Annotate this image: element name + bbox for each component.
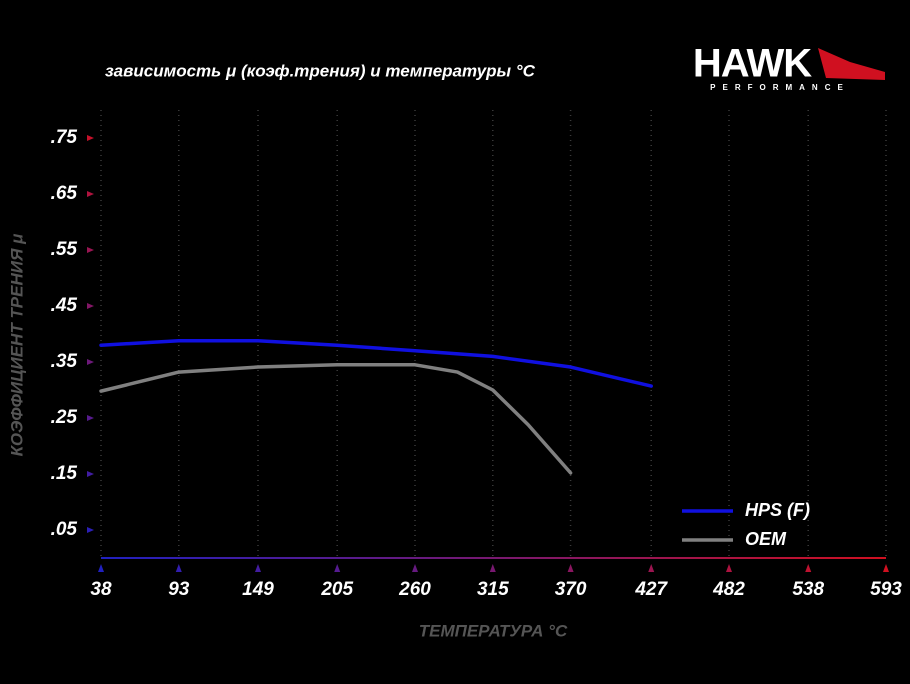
y-tick-mark xyxy=(87,135,94,141)
y-tick-label: .15 xyxy=(51,463,78,484)
y-tick-label: .05 xyxy=(51,519,78,540)
x-tick-label: 93 xyxy=(168,579,190,600)
x-tick-label: 427 xyxy=(634,579,668,600)
y-tick-mark xyxy=(87,247,94,253)
x-tick-mark xyxy=(883,564,889,572)
x-tick-label: 538 xyxy=(792,579,824,600)
series-line xyxy=(99,338,653,388)
x-tick-mark xyxy=(334,564,341,572)
x-tick-label: 260 xyxy=(398,579,431,600)
legend-label: OEM xyxy=(745,529,787,549)
x-tick-mark xyxy=(489,564,496,572)
chart-title: зависимость μ (коэф.трения) и температур… xyxy=(105,61,536,80)
logo-tagline: PERFORMANCE xyxy=(710,83,850,92)
x-axis-label: ТЕМПЕРАТУРА °C xyxy=(419,621,568,640)
x-tick-mark xyxy=(648,564,655,572)
x-tick-label: 149 xyxy=(242,579,274,600)
legend-label: HPS (F) xyxy=(745,500,810,520)
y-tick-label: .25 xyxy=(51,407,78,428)
x-tick-label: 205 xyxy=(320,579,353,600)
y-tick-label: .55 xyxy=(51,239,78,260)
y-tick-mark xyxy=(87,359,94,365)
x-tick-label: 315 xyxy=(477,579,509,600)
x-axis xyxy=(101,557,886,559)
y-tick-mark xyxy=(87,471,94,477)
x-tick-mark xyxy=(412,564,418,572)
x-tick-label: 482 xyxy=(712,579,745,600)
x-tick-label: 38 xyxy=(90,579,112,600)
x-tick-label: 370 xyxy=(555,579,587,600)
logo-wing xyxy=(818,48,885,80)
y-tick-label: .65 xyxy=(51,183,78,204)
x-tick-mark xyxy=(726,564,732,572)
y-tick-mark xyxy=(87,303,94,309)
logo-name: HAWK xyxy=(693,42,812,86)
y-tick-mark xyxy=(87,527,94,533)
series-line xyxy=(99,363,573,475)
x-tick-mark xyxy=(805,564,812,572)
y-tick-mark xyxy=(87,191,94,197)
y-tick-label: .45 xyxy=(51,295,78,316)
x-tick-mark xyxy=(175,564,182,572)
x-tick-mark xyxy=(567,564,574,572)
y-axis-label: КОЭФФИЦИЕНТ ТРЕНИЯ μ xyxy=(7,233,26,456)
y-tick-label: .75 xyxy=(51,127,78,148)
x-tick-label: 593 xyxy=(870,579,902,600)
x-tick-mark xyxy=(98,564,104,572)
y-tick-mark xyxy=(87,415,94,421)
x-tick-mark xyxy=(255,564,261,572)
y-tick-label: .35 xyxy=(51,351,78,372)
